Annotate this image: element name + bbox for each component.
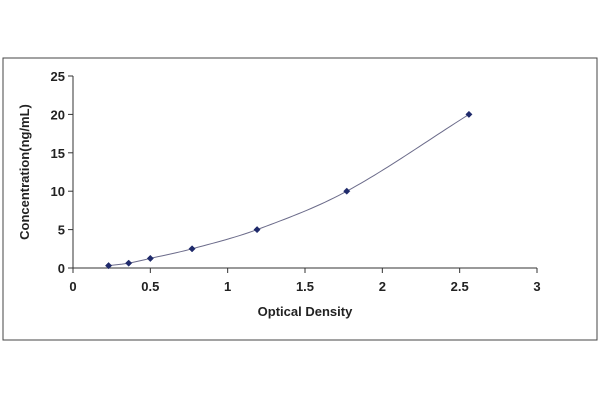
data-point — [105, 262, 113, 270]
y-tick-label: 20 — [51, 107, 65, 122]
data-point — [146, 254, 154, 262]
x-axis-title: Optical Density — [258, 304, 353, 319]
x-tick-label: 1 — [224, 279, 231, 294]
x-tick-label: 1.5 — [296, 279, 314, 294]
chart-frame — [2, 57, 598, 341]
y-tick-label: 10 — [51, 184, 65, 199]
data-point — [188, 245, 196, 253]
x-tick-label: 2.5 — [451, 279, 469, 294]
y-ticks: 0 5 10 15 20 25 — [51, 69, 73, 276]
x-ticks: 0 0.5 1 1.5 2 2.5 3 — [69, 268, 541, 294]
x-tick-label: 3 — [533, 279, 540, 294]
trend-curve — [108, 113, 470, 267]
x-tick-label: 0 — [69, 279, 76, 294]
y-tick-label: 5 — [58, 223, 65, 238]
data-point — [465, 110, 473, 118]
data-point — [343, 187, 351, 195]
x-tick-label: 2 — [379, 279, 386, 294]
x-tick-label: 0.5 — [141, 279, 159, 294]
data-point — [125, 259, 133, 267]
data-points — [105, 110, 473, 270]
data-point — [253, 226, 261, 234]
y-tick-label: 0 — [58, 261, 65, 276]
y-tick-label: 15 — [51, 146, 65, 161]
y-axis-title: Concentration(ng/mL) — [17, 104, 32, 240]
y-tick-label: 25 — [51, 69, 65, 84]
